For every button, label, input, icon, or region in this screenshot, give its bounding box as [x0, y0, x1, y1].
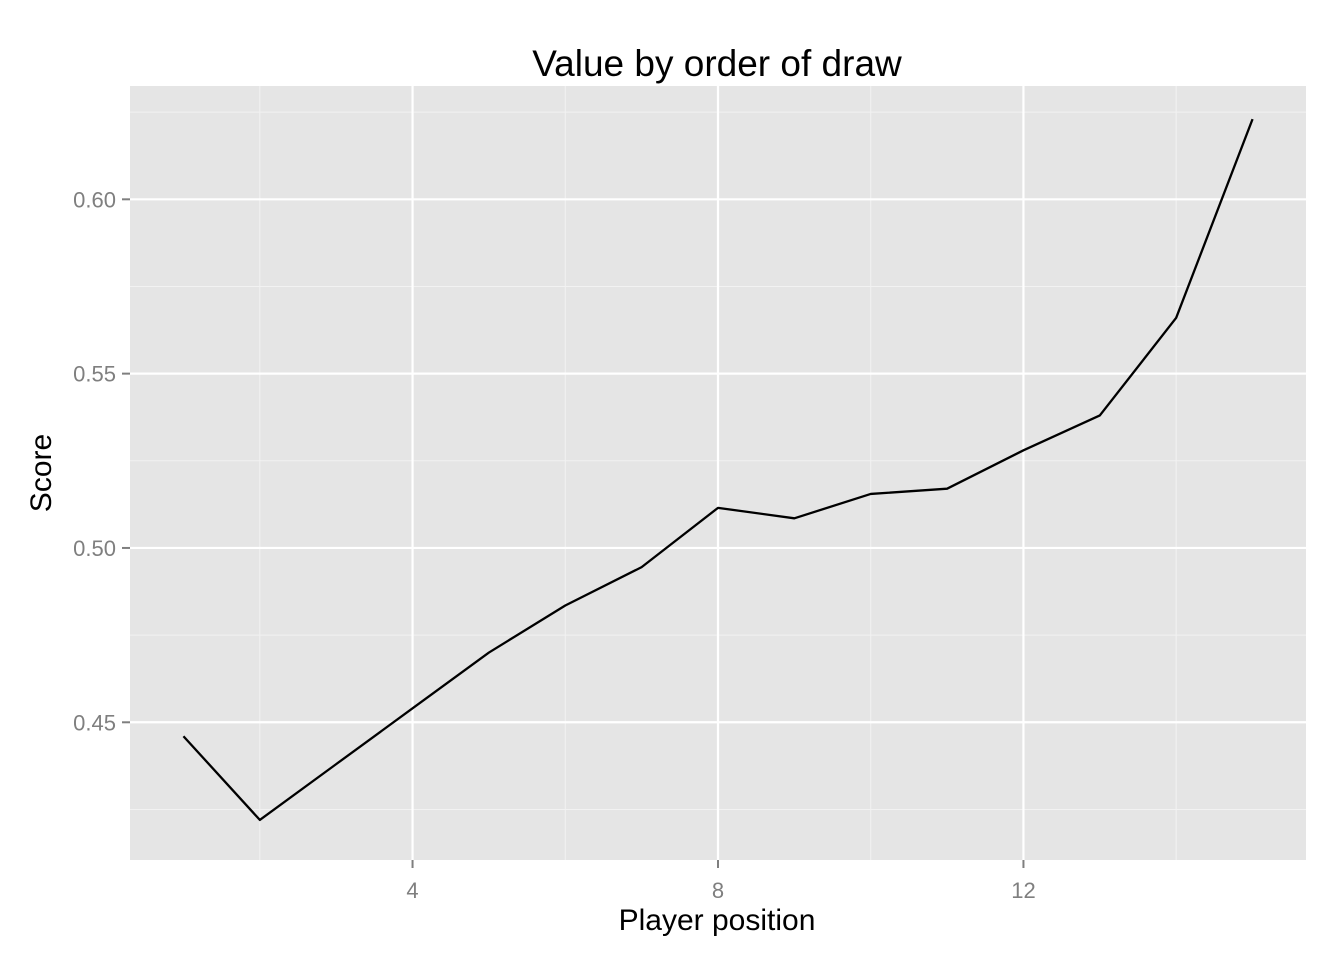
y-axis-label: Score	[25, 434, 58, 512]
series-line	[182, 118, 1254, 822]
x-tick-label: 12	[1011, 878, 1035, 903]
x-tick-label: 4	[406, 878, 418, 903]
x-tick-label: 8	[712, 878, 724, 903]
y-tick-label: 0.60	[73, 187, 116, 212]
plot-area: 0.45 0.50 0.55 0.60 4 8 12	[73, 86, 1306, 903]
y-tick-label: 0.50	[73, 536, 116, 561]
x-axis-label: Player position	[619, 904, 816, 937]
chart-title: Value by order of draw	[532, 43, 902, 84]
y-tick-label: 0.55	[73, 362, 116, 387]
y-tick-label: 0.45	[73, 710, 116, 735]
